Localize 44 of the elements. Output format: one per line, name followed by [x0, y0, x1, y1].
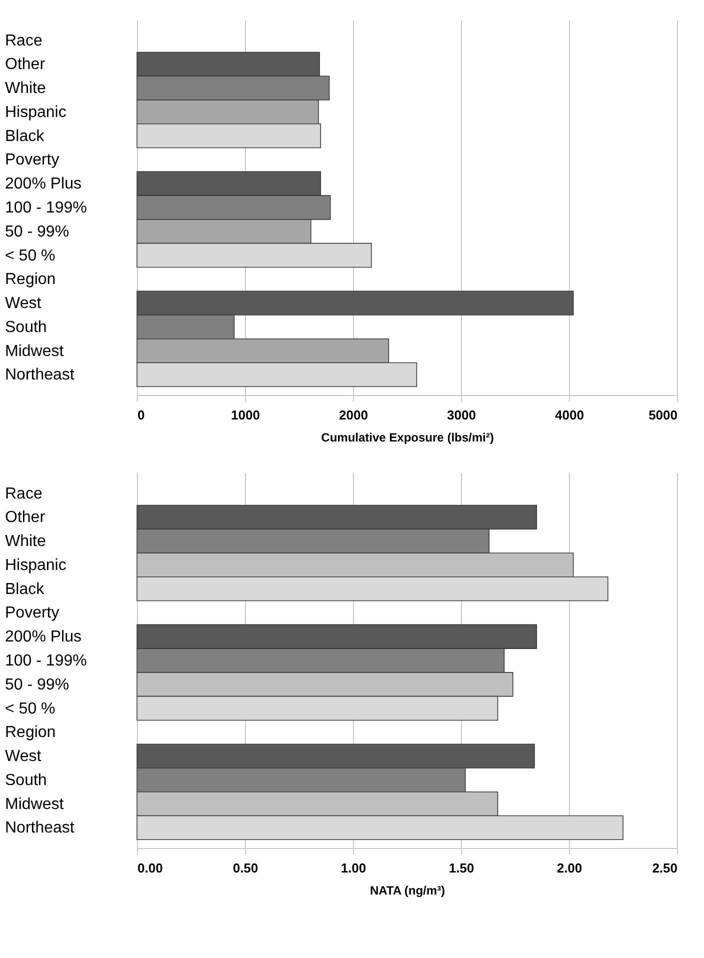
y-tick-label: Black: [5, 128, 46, 145]
y-tick-label: Poverty: [5, 152, 60, 169]
x-axis-title: NATA (ng/m³): [370, 884, 446, 898]
x-tick-label: 0.50: [232, 860, 258, 876]
y-tick-label: West: [5, 295, 42, 312]
y-tick-label: Black: [5, 580, 46, 598]
y-tick-label: South: [5, 318, 47, 336]
y-tick-label: 100 - 199%: [5, 652, 87, 670]
y-tick-label: Region: [5, 724, 56, 742]
x-tick-label: 1.50: [448, 860, 474, 876]
x-tick-label: 1.00: [340, 860, 366, 876]
x-tick-label: 4000: [555, 408, 584, 422]
x-tick-label: 0: [138, 408, 145, 422]
y-tick-label: Race: [5, 485, 42, 502]
x-tick-label: 5000: [648, 408, 678, 422]
y-tick-label: West: [5, 748, 42, 766]
y-tick-label: 50 - 99%: [5, 676, 70, 694]
y-tick-label: Race: [5, 32, 42, 50]
x-tick-label: 3000: [447, 408, 476, 422]
y-tick-label: White: [5, 80, 46, 98]
y-tick-label: 50 - 99%: [5, 223, 70, 240]
y-tick-label: Region: [5, 271, 56, 288]
x-tick-label: 2000: [339, 408, 368, 422]
y-tick-label: 200% Plus: [5, 628, 82, 646]
y-tick-label: Poverty: [5, 604, 60, 622]
y-tick-label: White: [5, 533, 46, 550]
y-tick-label: Midwest: [5, 342, 64, 360]
y-tick-label: Midwest: [5, 796, 64, 813]
x-tick-label: 2.00: [556, 860, 582, 876]
y-tick-label: Other: [5, 56, 46, 74]
x-tick-label: 1000: [231, 408, 260, 422]
y-tick-label: Northeast: [5, 820, 75, 837]
y-tick-label: South: [5, 772, 47, 789]
y-tick-label: < 50 %: [5, 700, 56, 718]
y-tick-label: 100 - 199%: [5, 200, 87, 216]
y-tick-label: 200% Plus: [5, 176, 82, 193]
y-tick-label: Other: [5, 509, 46, 526]
x-tick-label: 0.00: [138, 860, 163, 876]
y-tick-label: Hispanic: [5, 556, 66, 574]
x-tick-label: 2.50: [652, 860, 678, 876]
y-tick-label: Hispanic: [5, 104, 66, 121]
y-tick-label: Northeast: [5, 366, 75, 384]
x-axis-title: Cumulative Exposure (lbs/mi²): [321, 430, 494, 444]
y-tick-label: < 50 %: [5, 247, 56, 264]
